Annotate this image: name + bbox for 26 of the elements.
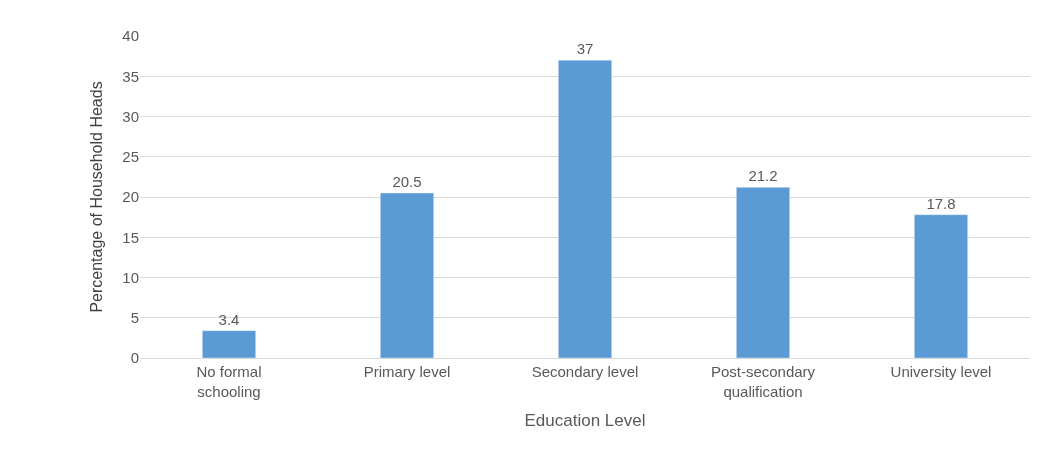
- data-label: 21.2: [748, 167, 778, 185]
- bar: [380, 192, 434, 358]
- y-tick-label: 0: [130, 349, 139, 367]
- y-tick-label: 5: [130, 309, 139, 326]
- bar: [736, 187, 790, 358]
- bar: [914, 214, 968, 358]
- x-axis-title: Education Level: [524, 410, 646, 430]
- data-label: 17.8: [926, 194, 956, 212]
- y-tick-label: 40: [122, 27, 139, 45]
- y-tick-label: 30: [122, 107, 139, 125]
- data-label: 20.5: [392, 172, 422, 190]
- y-tick-label: 35: [122, 67, 139, 85]
- y-tick-label: 15: [122, 228, 139, 246]
- x-tick-label: No formal schooling: [196, 363, 262, 400]
- data-label: 37: [576, 40, 594, 58]
- y-axis-title: Percentage of Household Heads: [88, 81, 106, 313]
- x-tick-label: Post-secondary qualification: [710, 363, 816, 400]
- data-label: 3.4: [218, 310, 240, 328]
- y-tick-label: 10: [122, 268, 139, 286]
- x-tick-label: Primary level: [363, 363, 451, 380]
- bar: [558, 59, 612, 358]
- x-tick-label: University level: [890, 363, 992, 380]
- bar: [202, 330, 256, 358]
- y-tick-label: 25: [122, 148, 139, 165]
- x-tick-label: Secondary level: [531, 363, 639, 380]
- y-tick-label: 20: [122, 188, 139, 206]
